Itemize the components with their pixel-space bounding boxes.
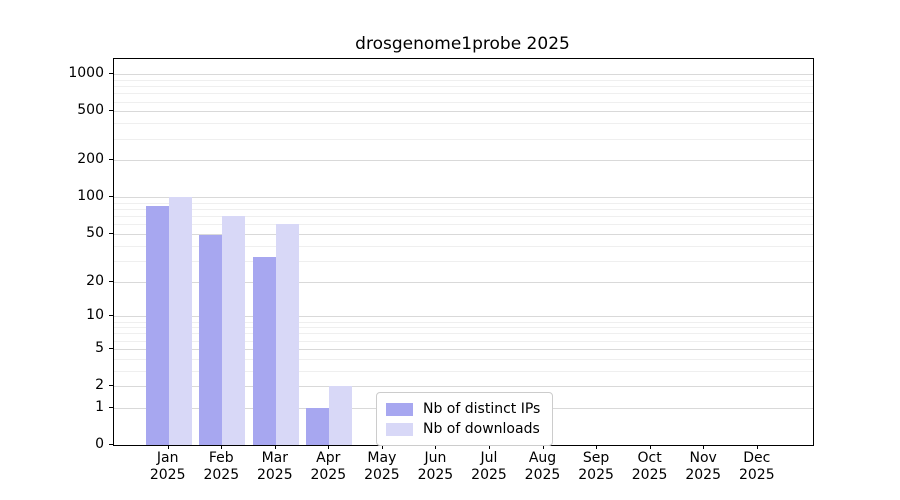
gridline-minor-60 — [114, 224, 813, 226]
x-tick-label-dec: Dec 2025 — [738, 450, 775, 483]
gridline-minor-70 — [114, 216, 813, 218]
bar-downloads-jan — [168, 197, 192, 445]
legend: Nb of distinct IPs Nb of downloads — [376, 392, 554, 446]
x-tick-mark-nov — [703, 445, 705, 449]
x-tick-label-aug: Aug 2025 — [524, 450, 561, 483]
y-tick-mark-50 — [109, 233, 113, 234]
bar-distinct-ips-mar — [252, 257, 276, 445]
gridline-minor-4 — [114, 358, 813, 360]
gridline-minor-3 — [114, 370, 813, 372]
y-tick-mark-0 — [109, 444, 113, 445]
y-tick-label-2: 2 — [95, 377, 104, 394]
plot-area — [113, 58, 814, 446]
x-tick-mark-jan — [167, 445, 169, 449]
x-tick-mark-mar — [274, 445, 276, 449]
x-tick-mark-oct — [649, 445, 651, 449]
gridline-major-10 — [114, 316, 813, 318]
x-tick-mark-apr — [328, 445, 330, 449]
x-tick-mark-jun — [435, 445, 437, 449]
gridline-minor-8 — [114, 327, 813, 329]
y-tick-label-10: 10 — [86, 307, 104, 324]
x-tick-label-apr: Apr 2025 — [310, 450, 347, 483]
gridline-minor-6 — [114, 340, 813, 342]
x-tick-mark-aug — [542, 445, 544, 449]
bar-downloads-feb — [222, 216, 246, 445]
y-tick-mark-2 — [109, 385, 113, 387]
gridline-minor-700 — [114, 93, 813, 95]
gridline-major-20 — [114, 281, 813, 283]
x-tick-label-jun: Jun 2025 — [417, 450, 454, 483]
gridline-major-2 — [114, 386, 813, 388]
y-tick-label-1: 1 — [95, 398, 104, 415]
y-tick-label-200: 200 — [77, 151, 104, 168]
x-tick-label-sep: Sep 2025 — [578, 450, 614, 483]
bar-distinct-ips-jan — [145, 206, 169, 445]
gridline-minor-90 — [114, 203, 813, 204]
y-tick-label-50: 50 — [86, 225, 104, 241]
y-tick-label-0: 0 — [95, 436, 104, 452]
gridline-minor-40 — [114, 245, 813, 247]
gridline-minor-80 — [114, 209, 813, 211]
y-tick-label-100: 100 — [77, 188, 104, 205]
x-tick-label-jul: Jul 2025 — [471, 450, 507, 483]
x-tick-mark-dec — [756, 445, 758, 449]
legend-swatch-downloads — [386, 422, 413, 436]
y-tick-label-500: 500 — [77, 102, 104, 119]
legend-item-distinct-ips: Nb of distinct IPs — [386, 399, 540, 419]
gridline-minor-900 — [114, 79, 813, 81]
x-tick-mark-may — [381, 445, 383, 449]
y-tick-label-5: 5 — [95, 339, 104, 356]
x-tick-label-may: May 2025 — [364, 450, 400, 483]
x-tick-mark-jul — [489, 445, 490, 449]
y-tick-mark-1 — [109, 406, 113, 408]
gridline-major-100 — [114, 197, 813, 199]
y-tick-mark-500 — [109, 110, 113, 112]
x-tick-label-jan: Jan 2025 — [149, 450, 186, 483]
y-tick-label-1000: 1000 — [68, 65, 104, 82]
x-tick-mark-sep — [596, 445, 598, 449]
x-tick-label-nov: Nov 2025 — [685, 450, 721, 483]
y-tick-mark-20 — [109, 280, 113, 282]
bar-downloads-apr — [329, 386, 353, 445]
legend-swatch-distinct-ips — [386, 402, 413, 416]
chart-title: drosgenome1probe 2025 — [355, 34, 570, 54]
gridline-major-200 — [114, 160, 813, 162]
legend-label-downloads: Nb of downloads — [423, 421, 540, 437]
gridline-major-500 — [114, 111, 813, 113]
legend-label-distinct-ips: Nb of distinct IPs — [423, 401, 541, 417]
gridline-minor-400 — [114, 123, 813, 125]
legend-item-downloads: Nb of downloads — [386, 419, 540, 439]
gridline-major-50 — [114, 234, 813, 235]
y-tick-mark-10 — [109, 315, 113, 317]
y-tick-mark-1000 — [109, 73, 113, 75]
x-tick-label-feb: Feb 2025 — [203, 450, 240, 483]
bar-downloads-mar — [275, 223, 299, 445]
y-tick-mark-5 — [109, 347, 113, 349]
gridline-major-1000 — [114, 74, 813, 76]
x-tick-mark-feb — [221, 445, 223, 449]
gridline-major-5 — [114, 348, 813, 350]
y-tick-label-20: 20 — [86, 272, 104, 289]
x-tick-label-mar: Mar 2025 — [256, 450, 293, 483]
gridline-minor-30 — [114, 260, 813, 262]
x-tick-label-oct: Oct 2025 — [631, 450, 668, 483]
gridline-minor-9 — [114, 321, 813, 323]
gridline-minor-600 — [114, 101, 813, 103]
bar-distinct-ips-feb — [199, 235, 223, 445]
gridline-minor-7 — [114, 333, 813, 335]
y-tick-mark-100 — [109, 196, 113, 198]
gridline-minor-800 — [114, 86, 813, 88]
gridline-minor-300 — [114, 138, 813, 140]
y-tick-mark-200 — [109, 159, 113, 161]
bar-distinct-ips-apr — [306, 407, 330, 445]
